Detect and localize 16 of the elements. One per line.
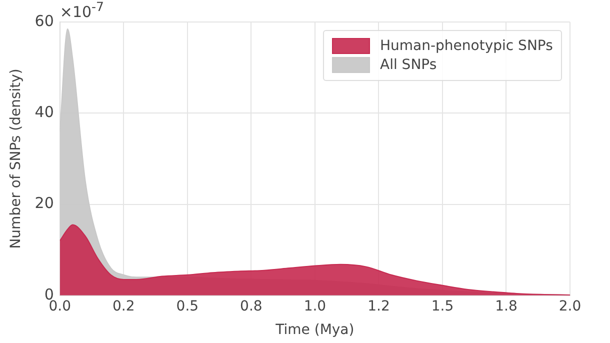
- x-tick-label: 2.0: [558, 298, 582, 314]
- text: ×10$^{-7}$: [60, 0, 104, 21]
- y-axis-title: Number of SNPs (density): [8, 68, 24, 249]
- x-tick-label: 1.0: [304, 298, 326, 314]
- x-tick-label: 1.8: [495, 298, 518, 314]
- x-tick-label: 1.5: [431, 298, 454, 314]
- y-tick-label: 40: [34, 103, 54, 122]
- x-tick-label: 1.2: [368, 298, 390, 314]
- y-tick-label: 60: [34, 12, 54, 30]
- x-tick-label: 0.8: [240, 298, 262, 314]
- legend-label: All SNPs: [380, 57, 437, 73]
- y-tick-label: 20: [34, 194, 54, 212]
- x-axis-title: Time (Mya): [274, 322, 354, 338]
- legend-label: Human-phenotypic SNPs: [380, 38, 553, 54]
- x-tick-label: 0.5: [176, 298, 199, 314]
- x-tick-label: 0.2: [112, 298, 135, 314]
